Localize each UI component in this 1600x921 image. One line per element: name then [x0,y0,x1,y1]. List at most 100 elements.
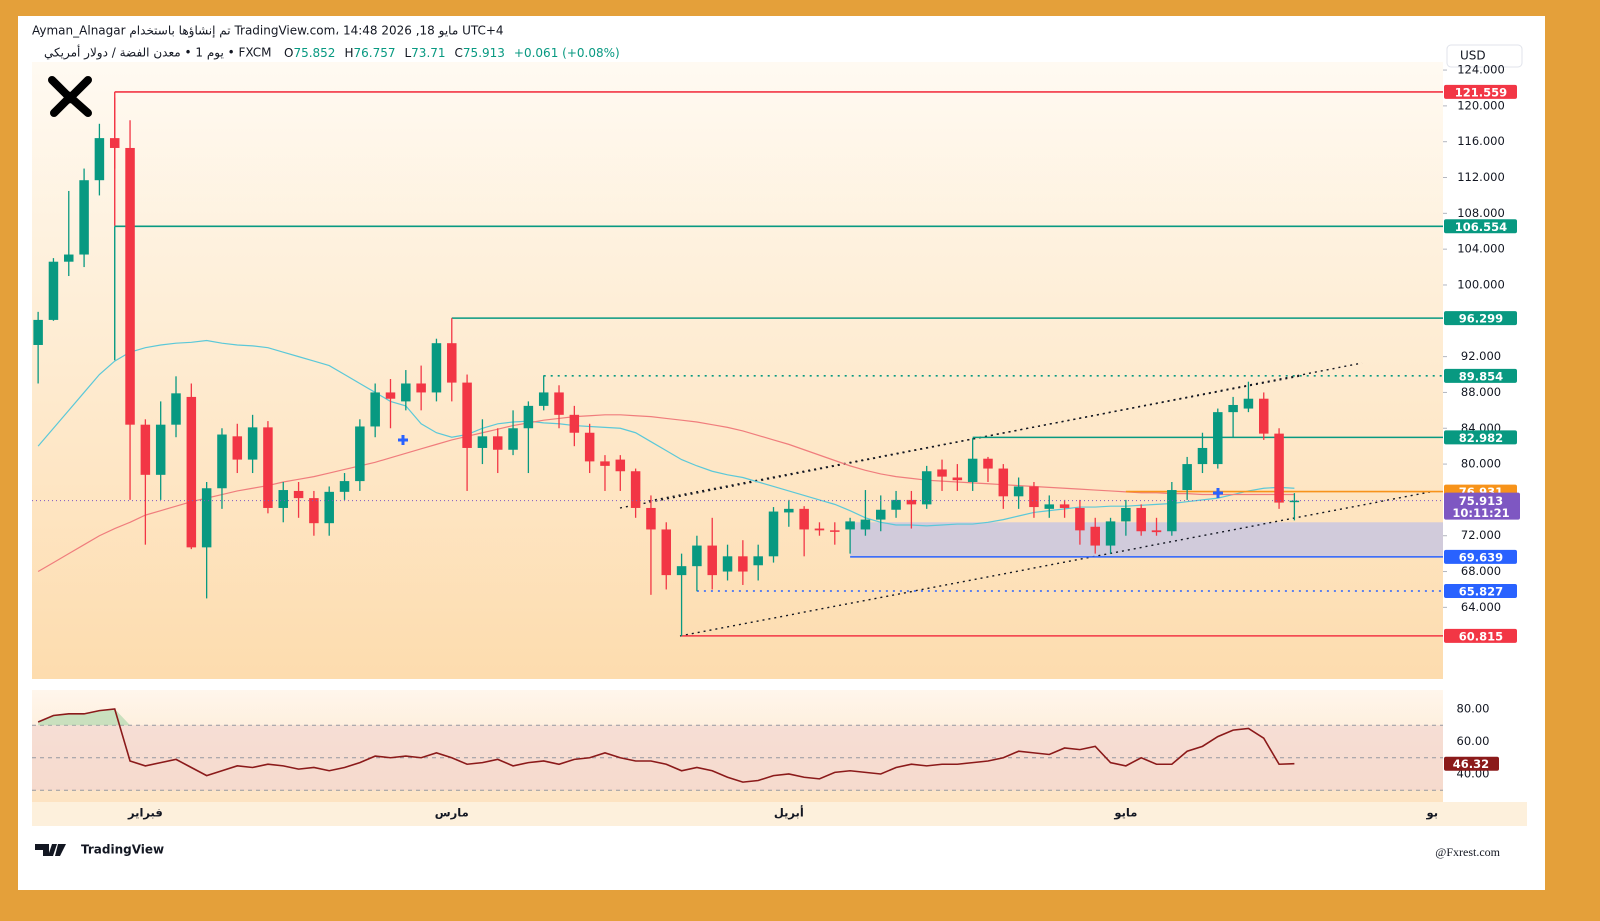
candle-body [1243,398,1254,409]
candle-body [661,529,672,576]
candle-body [385,392,396,399]
y-tick-label: 80.000 [1461,457,1501,471]
candle-body [309,498,319,524]
candle-body [891,499,901,510]
candle-body [447,343,457,383]
header-line: Ayman_Alnagar تم إنشاؤها باستخدام Tradin… [32,24,504,39]
signal-cross [1213,488,1223,498]
price-tag [1444,628,1517,643]
candle-body [492,436,503,450]
price-tag [1444,219,1517,234]
candle-body [33,319,43,345]
price-tag [1444,311,1517,326]
price-tag-label: 106.554 [1455,220,1507,234]
candle-body [738,556,748,572]
candle-body [247,427,258,460]
ohlc-letter: H [344,46,353,60]
candle-body [875,509,886,520]
logo-x [48,76,92,117]
candle-body [830,530,840,532]
price-tag-label: 96.299 [1459,312,1503,326]
ohlc-value: 76.757 [353,46,395,60]
candle-body [201,488,212,548]
candle-body [615,459,626,472]
signal-cross [398,435,408,445]
trendline [648,375,1301,502]
y-tick-label: 68.000 [1461,564,1501,578]
candle-body [278,490,289,508]
price-tag-label: 82.982 [1459,431,1503,445]
candle-body [952,477,963,481]
symbol-line: يوم 1 • معدن الفضة / دولار أمريكي • FXCM… [44,45,620,61]
candle-body [554,392,564,415]
y-tick-label: 104.000 [1457,242,1505,256]
candle-body [983,458,993,469]
candle-body [845,521,855,530]
y-tick-label: 88.000 [1461,385,1501,399]
x-tick-label: أبريل [774,805,804,820]
price-tag-label: 89.854 [1459,369,1503,383]
price-tag-label: 121.559 [1455,85,1507,99]
candle-body [646,507,656,530]
candle-body [676,566,687,576]
candle-body [125,147,135,425]
zone [850,522,1443,557]
candle-body [1259,398,1269,434]
candle-body [784,508,794,513]
currency-button[interactable] [1446,44,1523,68]
candle-body [1059,504,1070,508]
candle-body [140,424,151,475]
ohlc-letter: O [284,46,293,60]
candle-body [462,382,472,448]
ohlc-letter: L [404,46,411,60]
candle-body [79,180,89,255]
candle-body [753,556,763,566]
candle-body [416,383,426,393]
candle-body [171,393,181,425]
candle-body [232,436,243,460]
candle-body [217,434,227,489]
candle-body [1274,433,1284,503]
candle-body [1167,490,1177,532]
ohlc-value: 73.71 [411,46,445,60]
candle-body [324,491,334,524]
price-tag [1444,84,1517,99]
candle-body [186,396,197,548]
candle-body [1013,486,1024,497]
tv-logo [35,844,66,856]
ohlc-letter: C [455,46,463,60]
candle-body [401,383,411,402]
y-tick-label: 92.000 [1461,349,1501,363]
ohlc-value: 75.913 [463,46,505,60]
candle-body [921,471,932,505]
candle-body [584,432,595,462]
candle-body [1105,521,1116,546]
candle-body [937,469,947,477]
candle-body [1197,447,1208,465]
currency[interactable]: USD [1460,49,1486,63]
price-tag-label: 75.913 [1459,494,1503,508]
candle-body [814,528,825,531]
candle-body [538,392,549,406]
y-tick-label: 112.000 [1457,170,1505,184]
candle-body [768,511,779,557]
price-pane [32,62,1443,679]
candle-body [1228,404,1238,413]
price-tag [1444,492,1520,520]
candle-body [630,471,641,508]
candle-body [860,519,871,530]
candle-body [355,426,365,482]
y-tick-label: 116.000 [1457,134,1505,148]
candle-body [799,508,809,530]
price-tag-label: 69.639 [1459,550,1503,564]
brand: TradingView [81,843,164,857]
ohlc-value: 75.852 [293,46,335,60]
rsi-line [37,708,1295,783]
y-tick-label: 64.000 [1461,600,1501,614]
moving-average [37,414,1295,573]
candle-body [1213,412,1223,465]
rsi-tick-label: 60.00 [1457,734,1490,748]
candle-body [1289,500,1300,503]
candle-body [477,436,488,448]
